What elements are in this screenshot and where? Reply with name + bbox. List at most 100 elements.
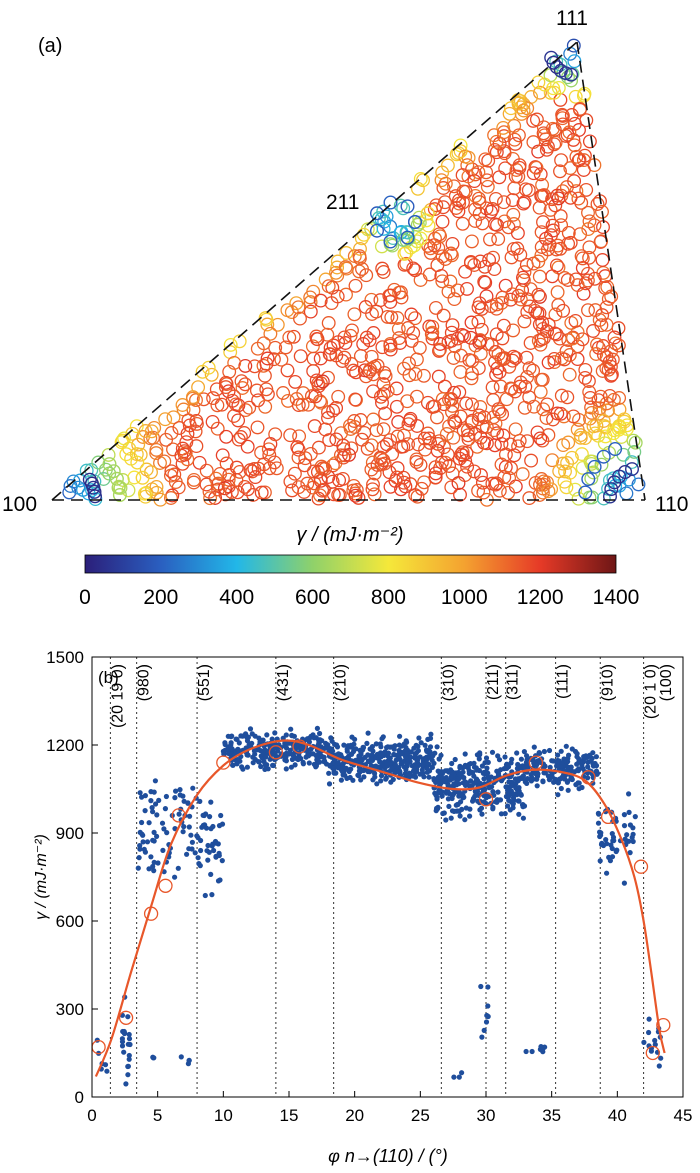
triangle-data-point: [330, 260, 345, 275]
triangle-data-point: [536, 331, 551, 346]
triangle-data-point: [109, 471, 124, 486]
scatter-point: [520, 815, 527, 821]
triangle-data-point: [256, 336, 271, 351]
scatter-point: [641, 1039, 647, 1045]
colorbar-ticks: 0 200 400 600 800 1000 1200 1400: [79, 586, 639, 609]
scatter-point: [521, 749, 528, 755]
triangle-data-point: [497, 470, 512, 485]
triangle-data-point: [402, 356, 416, 371]
triangle-data-point: [553, 164, 567, 179]
scatter-point: [524, 780, 530, 786]
scatter-point: [317, 730, 323, 737]
triangle-data-point: [353, 241, 367, 256]
triangle-data-point: [435, 392, 450, 407]
triangle-data-point: [505, 193, 520, 208]
triangle-edges: [51, 41, 646, 501]
triangle-data-point: [445, 466, 460, 481]
triangle-data-point: [480, 179, 495, 194]
scatter-point: [326, 781, 333, 787]
triangle-data-point: [596, 414, 611, 428]
triangle-data-point: [503, 292, 518, 307]
triangle-data-point: [233, 430, 248, 444]
scatter-point: [190, 785, 196, 791]
triangle-data-point: [423, 241, 438, 256]
triangle-data-point: [472, 296, 487, 311]
triangle-data-point: [131, 437, 146, 452]
scatter-point: [180, 829, 186, 835]
triangle-data-point: [367, 487, 382, 502]
scatter-point: [529, 1048, 535, 1055]
triangle-data-point: [375, 340, 390, 355]
triangle-data-point: [571, 191, 586, 206]
triangle-data-point: [555, 107, 570, 122]
scatter-point: [536, 750, 542, 756]
scatter-point: [516, 798, 522, 804]
triangle-data-point: [204, 367, 219, 382]
scatter-point: [177, 792, 183, 798]
triangle-data-point: [455, 168, 470, 183]
scatter-point: [498, 767, 504, 773]
triangle-data-point: [365, 455, 380, 470]
triangle-data-point: [547, 137, 562, 152]
triangle-data-point: [563, 46, 578, 61]
scatter-point: [146, 866, 152, 872]
scatter-point: [531, 744, 537, 750]
triangle-data-point: [288, 374, 303, 389]
triangle-data-point: [412, 340, 427, 355]
triangle-data-point: [489, 134, 504, 149]
triangle-data-point: [534, 472, 549, 486]
triangle-data-point: [554, 388, 569, 403]
triangle-data-point: [269, 461, 284, 476]
triangle-data-point: [534, 372, 549, 387]
triangle-data-point: [489, 145, 504, 160]
triangle-data-point: [535, 485, 550, 500]
triangle-data-point: [495, 407, 510, 422]
triangle-data-point: [506, 349, 521, 364]
scatter-point: [596, 811, 602, 817]
scatter-point: [387, 755, 393, 761]
triangle-data-point: [520, 305, 535, 319]
triangle-data-point: [590, 197, 605, 211]
triangle-data-point: [590, 337, 604, 352]
triangle-data-point: [520, 370, 535, 384]
triangle-data-point: [410, 181, 425, 196]
triangle-data-point: [383, 288, 398, 303]
triangle-data-point: [303, 295, 318, 310]
scatter-point: [172, 795, 178, 801]
scatter-point: [267, 756, 273, 762]
triangle-data-point: [416, 368, 431, 383]
plot-frame: [91, 656, 684, 1098]
triangle-data-point: [549, 327, 564, 342]
corner-label-110: 110: [655, 493, 688, 516]
triangle-data-point: [563, 190, 578, 205]
scatter-point: [603, 837, 609, 843]
triangle-data-point: [420, 395, 435, 410]
y-tick-label: 900: [56, 824, 84, 843]
reference-line-label: (100): [658, 664, 675, 701]
reference-line-label: (210): [333, 664, 350, 701]
scatter-point: [245, 734, 251, 740]
open-circle-marker: [645, 1045, 660, 1061]
triangle-data-point: [102, 457, 117, 472]
triangle-data-point: [344, 441, 359, 456]
triangle-data-point: [563, 161, 578, 176]
triangle-data-point: [391, 322, 406, 336]
reference-line-label: (551): [196, 664, 213, 701]
triangle-data-point: [139, 462, 154, 477]
triangle-data-point: [243, 463, 258, 478]
scatter-point: [498, 811, 504, 817]
scatter-point: [574, 761, 580, 767]
scatter-point: [281, 752, 287, 758]
triangle-data-point: [502, 471, 517, 485]
triangle-data-point: [576, 153, 591, 168]
triangle-data-point: [261, 442, 276, 457]
triangle-data-point: [196, 392, 211, 407]
triangle-data-point: [475, 216, 490, 231]
scatter-point: [456, 1074, 462, 1080]
triangle-data-point: [513, 247, 528, 262]
triangle-data-point: [471, 412, 486, 427]
triangle-data-point: [536, 120, 551, 135]
reference-line-label: (111): [555, 664, 572, 699]
scatter-point: [197, 863, 203, 869]
triangle-data-point: [363, 362, 378, 377]
